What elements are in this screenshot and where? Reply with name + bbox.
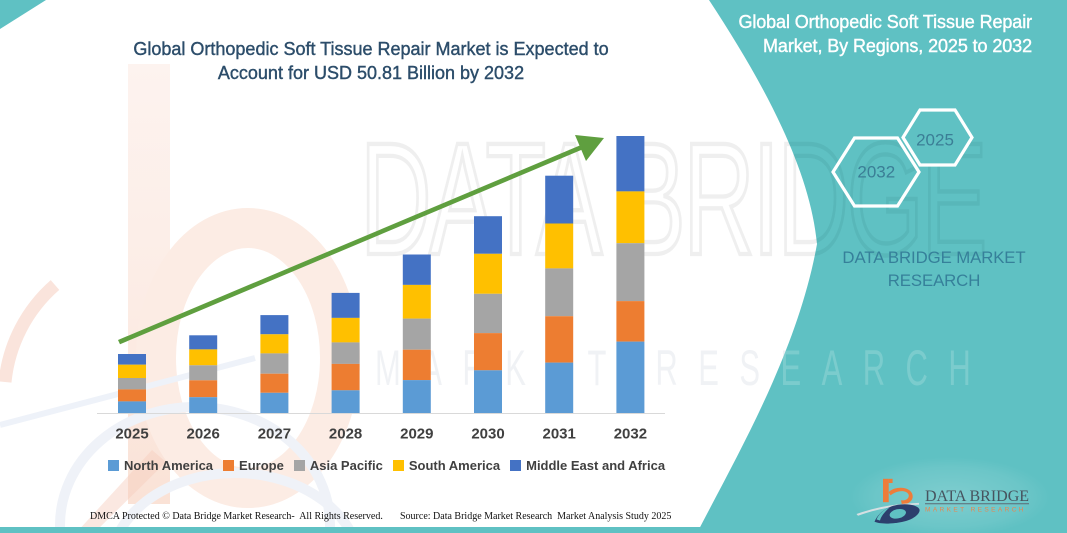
svg-text:2025: 2025 xyxy=(115,426,148,443)
svg-text:2029: 2029 xyxy=(400,426,433,443)
svg-text:MARKET RESEARCH: MARKET RESEARCH xyxy=(925,507,1026,514)
svg-text:2026: 2026 xyxy=(187,426,220,443)
svg-text:2031: 2031 xyxy=(543,426,576,443)
svg-text:2025: 2025 xyxy=(916,131,954,150)
svg-text:2028: 2028 xyxy=(329,426,362,443)
svg-text:2032: 2032 xyxy=(857,163,895,182)
svg-text:2027: 2027 xyxy=(258,426,291,443)
svg-text:DATA BRIDGE: DATA BRIDGE xyxy=(925,488,1029,505)
svg-text:2032: 2032 xyxy=(614,426,647,443)
svg-text:2030: 2030 xyxy=(471,426,504,443)
